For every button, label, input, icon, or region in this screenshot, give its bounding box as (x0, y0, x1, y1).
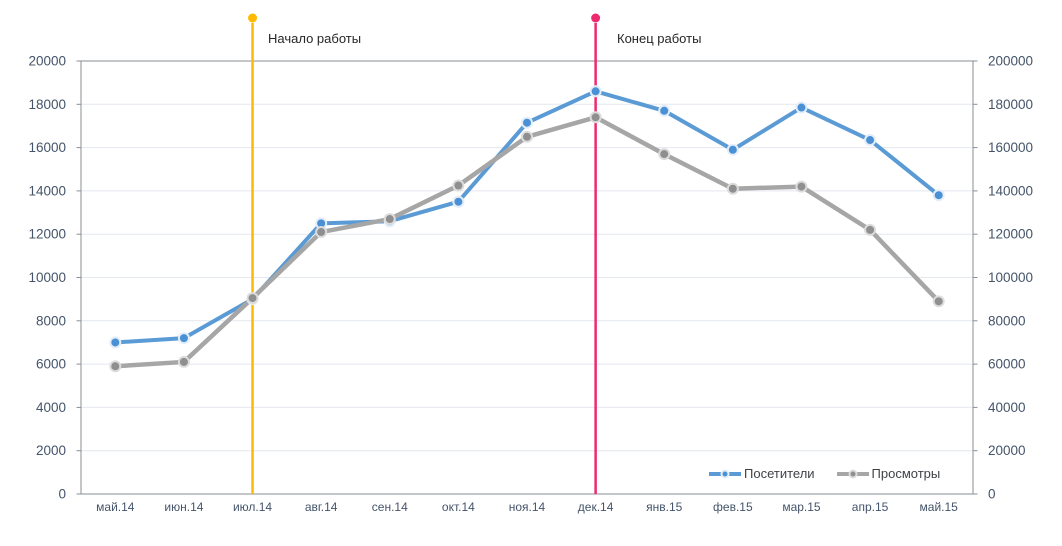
legend: Посетители Просмотры (708, 466, 940, 481)
right-axis-tick-label: 0 (988, 487, 996, 502)
x-axis-tick-label: июн.14 (164, 500, 203, 514)
views-data-marker (726, 182, 739, 195)
right-axis-tick-label: 120000 (988, 227, 1033, 242)
right-axis-tick-label: 20000 (988, 443, 1026, 458)
x-axis-tick-label: сен.14 (372, 500, 408, 514)
views-legend-swatch (836, 469, 869, 478)
legend-label-views: Просмотры (871, 466, 941, 481)
annotation-dot-end (591, 13, 601, 23)
x-axis-tick-label: фев.15 (713, 500, 753, 514)
x-axis-tick-label: ноя.14 (509, 500, 546, 514)
right-axis-tick-label: 160000 (988, 140, 1033, 155)
left-axis-tick-label: 10000 (28, 270, 66, 285)
x-axis-tick-label: окт.14 (442, 500, 475, 514)
right-axis-tick-label: 40000 (988, 400, 1026, 415)
x-axis-tick-label: авг.14 (305, 500, 338, 514)
annotation-label-start: Начало работы (268, 31, 362, 46)
left-axis-tick-label: 2000 (36, 443, 66, 458)
visitors-data-marker (795, 101, 808, 114)
views-series-line (113, 115, 941, 369)
x-axis-tick-label: апр.15 (852, 500, 889, 514)
views-data-marker (795, 180, 808, 193)
right-axis-tick-label: 200000 (988, 54, 1033, 69)
right-axis-tick-label: 140000 (988, 183, 1033, 198)
x-axis-tick-label: июл.14 (233, 500, 272, 514)
visitors-data-marker (658, 104, 671, 117)
right-axis-tick-label: 80000 (988, 313, 1026, 328)
visitors-data-marker (589, 85, 602, 98)
views-data-marker (109, 360, 122, 373)
visitors-data-marker (177, 332, 190, 345)
views-data-marker (383, 213, 396, 226)
visitors-data-marker (521, 116, 533, 129)
x-axis-tick-label: май.15 (920, 500, 959, 514)
right-axis-tick-label: 60000 (988, 357, 1026, 372)
visitors-data-marker (109, 336, 122, 349)
legend-label-visitors: Посетители (744, 466, 815, 481)
left-axis-tick-label: 18000 (28, 97, 66, 112)
visitors-legend-swatch (709, 469, 741, 478)
annotation-dot-start (248, 13, 258, 23)
legend-item-visitors: Посетители (708, 466, 815, 481)
views-data-marker (932, 295, 945, 308)
views-data-marker (589, 111, 602, 124)
x-axis-tick-label: мар.15 (782, 500, 821, 514)
views-data-marker (177, 355, 190, 368)
left-axis-tick-label: 8000 (36, 313, 66, 328)
visitors-data-marker (932, 189, 945, 202)
visitors-data-marker (452, 195, 465, 208)
views-data-marker (864, 223, 877, 236)
visitors-series-line (113, 89, 941, 345)
right-axis-tick-label: 100000 (988, 270, 1033, 285)
left-axis-tick-label: 0 (58, 487, 66, 502)
right-axis-tick-label: 180000 (988, 97, 1033, 112)
left-axis-tick-label: 14000 (28, 183, 66, 198)
left-axis-tick-label: 20000 (28, 54, 66, 69)
x-axis-tick-label: дек.14 (578, 500, 614, 514)
left-axis-tick-label: 4000 (36, 400, 66, 415)
views-data-marker (658, 148, 671, 161)
views-data-marker (521, 130, 533, 143)
left-axis-tick-label: 16000 (28, 140, 66, 155)
annotation-label-end: Конец работы (617, 31, 702, 46)
x-axis-tick-label: янв.15 (646, 500, 683, 514)
left-axis-tick-label: 12000 (28, 227, 66, 242)
legend-item-views: Просмотры (836, 466, 941, 481)
views-data-marker (452, 179, 465, 192)
views-data-marker (246, 292, 259, 305)
visitors-data-marker (726, 143, 739, 156)
visitors-data-marker (864, 134, 877, 147)
x-axis-tick-label: май.14 (96, 500, 135, 514)
views-data-marker (315, 226, 328, 239)
left-axis-tick-label: 6000 (36, 357, 66, 372)
